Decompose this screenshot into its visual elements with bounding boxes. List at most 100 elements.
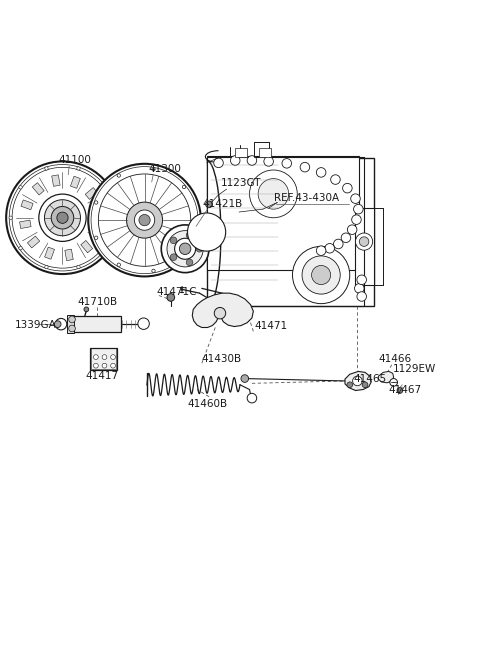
Bar [68,316,120,332]
Text: 41465: 41465 [354,374,387,384]
Circle shape [113,216,116,219]
Circle shape [357,291,366,301]
Text: 41471C: 41471C [156,287,196,297]
Text: 1339GA: 1339GA [15,320,57,329]
Circle shape [390,379,397,386]
Polygon shape [345,371,371,390]
Circle shape [331,175,340,184]
Circle shape [264,157,274,166]
Circle shape [19,185,22,189]
Circle shape [167,231,203,267]
Circle shape [103,246,106,250]
Polygon shape [21,200,33,210]
Circle shape [302,256,340,294]
Bar [355,208,373,284]
Circle shape [188,213,226,251]
Circle shape [362,382,368,388]
Text: REF.43-430A: REF.43-430A [275,193,339,204]
Circle shape [182,252,186,255]
Circle shape [55,318,67,330]
Polygon shape [81,240,93,253]
Text: 41417: 41417 [85,371,118,381]
Circle shape [127,202,163,238]
Circle shape [348,225,357,234]
Circle shape [175,238,196,259]
Circle shape [39,194,86,242]
Polygon shape [65,249,73,261]
Circle shape [134,210,155,231]
Bar [206,158,373,306]
Polygon shape [71,176,80,189]
Text: 41466: 41466 [378,354,411,364]
Circle shape [84,307,89,312]
Circle shape [194,218,198,222]
Circle shape [316,246,326,255]
Circle shape [397,388,403,394]
Circle shape [334,239,343,249]
Circle shape [88,164,201,276]
Circle shape [95,201,98,204]
Text: 1129EW: 1129EW [393,364,436,374]
Polygon shape [45,247,55,259]
Circle shape [9,216,12,219]
Text: 41471: 41471 [254,322,288,331]
Circle shape [77,265,80,269]
Circle shape [341,233,351,242]
Circle shape [94,364,98,368]
Circle shape [247,156,257,165]
Circle shape [355,284,364,293]
Circle shape [312,265,331,284]
Circle shape [102,355,107,360]
Circle shape [117,263,120,267]
Polygon shape [20,220,31,229]
Circle shape [102,364,107,368]
Bar [91,348,116,369]
Circle shape [54,321,61,328]
Circle shape [214,307,226,319]
Circle shape [356,233,372,250]
Circle shape [300,162,310,172]
Circle shape [186,232,193,238]
Circle shape [152,168,155,171]
Circle shape [325,244,335,253]
Circle shape [205,201,212,208]
Circle shape [182,185,186,189]
Polygon shape [27,236,40,248]
Text: 1123GT: 1123GT [221,178,262,188]
Circle shape [354,204,363,214]
Text: 41430B: 41430B [202,354,242,364]
Circle shape [138,318,149,329]
Circle shape [45,265,48,269]
Circle shape [152,269,155,272]
Circle shape [214,158,223,168]
Circle shape [19,246,22,250]
Circle shape [69,325,75,332]
Circle shape [95,236,98,240]
Circle shape [77,167,80,170]
Circle shape [139,214,150,226]
Polygon shape [52,175,60,186]
Circle shape [45,200,81,236]
Text: 41421B: 41421B [203,199,243,209]
Circle shape [161,225,209,272]
Circle shape [6,161,119,274]
Circle shape [230,156,240,165]
Text: 41467: 41467 [388,385,421,395]
Circle shape [170,254,177,261]
Circle shape [186,259,193,266]
Bar [90,348,117,371]
Circle shape [250,170,297,217]
Polygon shape [94,207,106,215]
Circle shape [347,382,353,388]
Polygon shape [85,187,97,199]
Circle shape [111,355,116,360]
Circle shape [241,375,249,383]
Circle shape [353,376,362,386]
Circle shape [258,179,288,209]
Circle shape [167,293,175,301]
Circle shape [117,174,120,178]
Bar [235,148,247,157]
Bar [259,148,271,157]
Circle shape [196,246,203,252]
Circle shape [282,159,291,168]
